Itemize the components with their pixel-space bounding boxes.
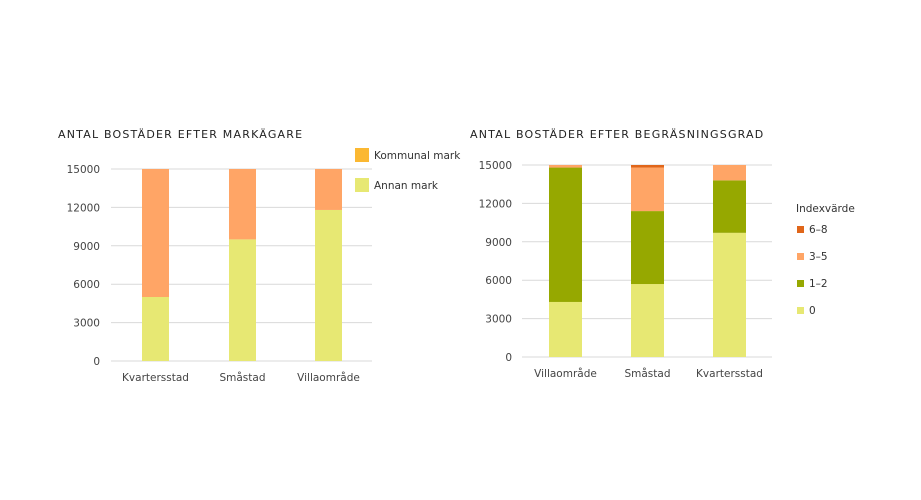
bar-segment-annan-mark bbox=[229, 239, 256, 361]
y-tick-label: 6000 bbox=[73, 279, 100, 291]
legend-label: 0 bbox=[809, 305, 816, 317]
legend-label: 3–5 bbox=[809, 251, 828, 263]
legend-swatch bbox=[355, 178, 369, 192]
bar-segment-3-5 bbox=[713, 165, 746, 181]
bar-segment-1-2 bbox=[713, 180, 746, 233]
bar-segment-annan-mark bbox=[315, 209, 342, 361]
y-tick-label: 3000 bbox=[485, 314, 512, 326]
legend-swatch bbox=[797, 226, 804, 233]
y-tick-label: 6000 bbox=[485, 275, 512, 287]
x-tick-label: Kvartersstad bbox=[122, 372, 189, 384]
bar-segment-kommunal-mark bbox=[315, 169, 342, 210]
y-tick-label: 12000 bbox=[67, 202, 100, 214]
bar-segment-0 bbox=[549, 301, 582, 357]
y-tick-label: 0 bbox=[93, 356, 100, 368]
legend-swatch bbox=[797, 253, 804, 260]
y-tick-label: 15000 bbox=[479, 160, 512, 172]
bar-segment-1-2 bbox=[631, 211, 664, 285]
x-tick-label: Villaområde bbox=[534, 367, 597, 380]
y-tick-label: 9000 bbox=[485, 237, 512, 249]
x-tick-label: Småstad bbox=[624, 367, 670, 380]
legend-label: 1–2 bbox=[809, 278, 828, 290]
bar-segment-1-2 bbox=[549, 167, 582, 302]
legend-label: Kommunal mark bbox=[374, 150, 461, 162]
chart-markagare: ANTAL BOSTÄDER EFTER MARKÄGARE 0 3000 6000… bbox=[58, 128, 461, 384]
legend-title: Indexvärde bbox=[796, 203, 855, 215]
bar-segment-0 bbox=[631, 284, 664, 357]
chart-begransningsgrad: ANTAL BOSTÄDER EFTER BEGRÄSNINGSGRAD Ind… bbox=[470, 128, 855, 380]
bar-segment-6-8 bbox=[631, 165, 664, 168]
x-tick-label: Kvartersstad bbox=[696, 368, 763, 380]
chart-title: ANTAL BOSTÄDER EFTER BEGRÄSNINGSGRAD bbox=[470, 128, 764, 141]
chart-title: ANTAL BOSTÄDER EFTER MARKÄGARE bbox=[58, 128, 303, 141]
bar-segment-0 bbox=[713, 232, 746, 357]
legend-label: Annan mark bbox=[374, 180, 439, 192]
legend-label: 6–8 bbox=[809, 224, 828, 236]
y-tick-label: 15000 bbox=[67, 164, 100, 176]
x-tick-label: Småstad bbox=[219, 371, 265, 384]
bar-segment-kommunal-mark bbox=[229, 169, 256, 240]
legend-swatch bbox=[797, 307, 804, 314]
legend-swatch bbox=[355, 148, 369, 162]
y-tick-label: 9000 bbox=[73, 241, 100, 253]
bar-segment-3-5 bbox=[631, 167, 664, 212]
bar-segment-annan-mark bbox=[142, 297, 169, 361]
y-tick-label: 12000 bbox=[479, 198, 512, 210]
y-tick-label: 0 bbox=[505, 352, 512, 364]
legend-swatch bbox=[797, 280, 804, 287]
bar-segment-3-5 bbox=[549, 165, 582, 168]
bar-segment-kommunal-mark bbox=[142, 169, 169, 297]
y-tick-label: 3000 bbox=[73, 318, 100, 330]
x-tick-label: Villaområde bbox=[297, 371, 360, 384]
